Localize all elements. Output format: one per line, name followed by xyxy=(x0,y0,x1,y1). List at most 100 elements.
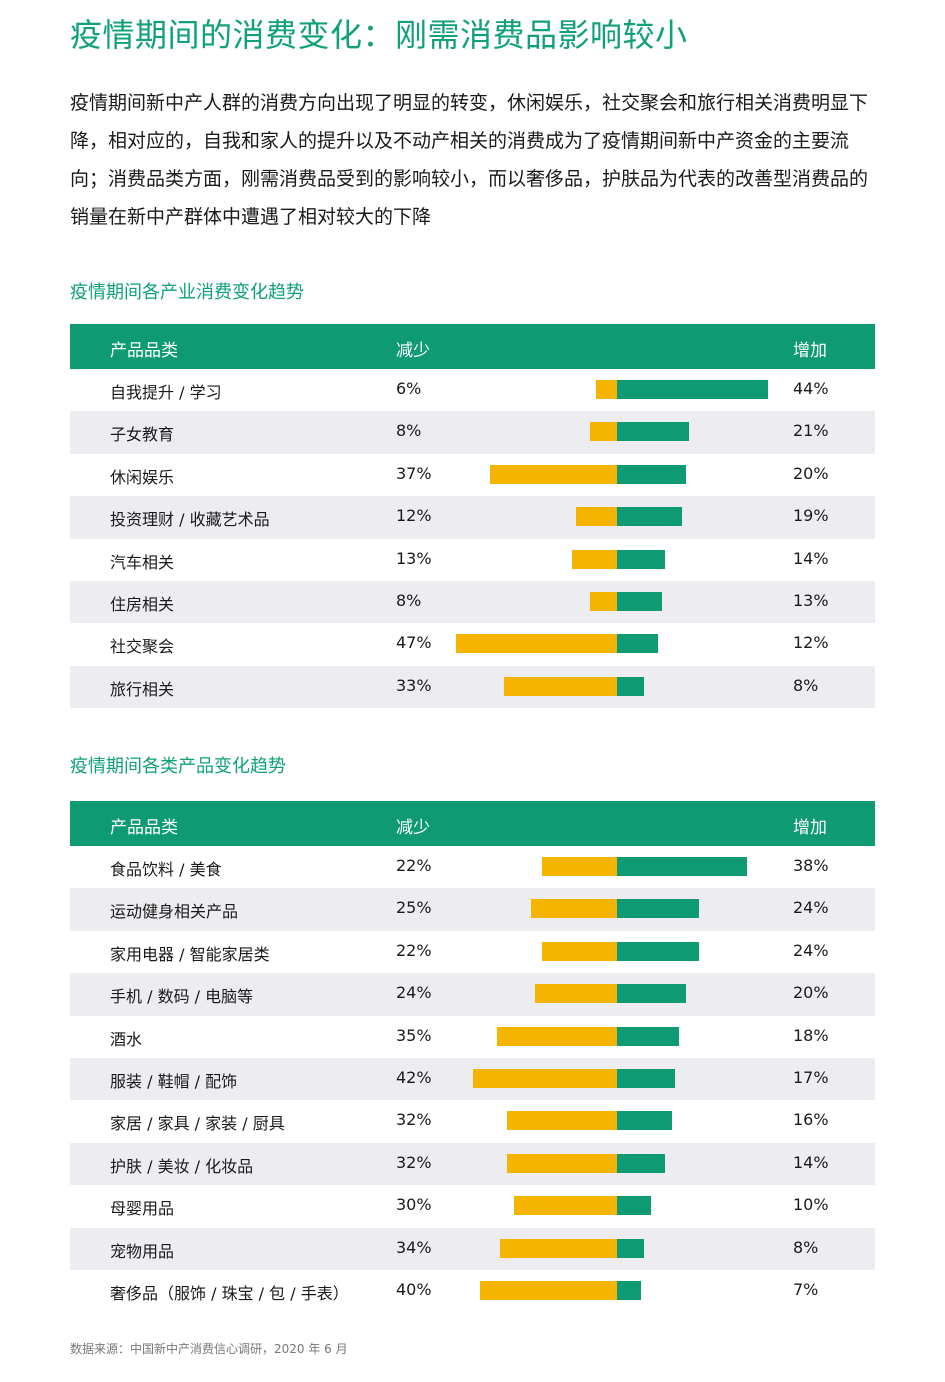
table-row: 自我提升 / 学习 6% 44% xyxy=(70,369,875,411)
increase-value-label: 24% xyxy=(793,898,829,918)
decrease-value-label: 47% xyxy=(396,633,432,653)
increase-bar xyxy=(617,1111,672,1131)
category-label: 手机 / 数码 / 电脑等 xyxy=(110,987,254,1007)
decrease-value-label: 42% xyxy=(396,1067,432,1087)
increase-value-label: 10% xyxy=(793,1195,829,1215)
decrease-bar xyxy=(541,941,617,961)
decrease-value-label: 32% xyxy=(396,1152,432,1172)
decrease-bar xyxy=(479,1280,617,1300)
category-label: 运动健身相关产品 xyxy=(110,902,239,922)
decrease-value-label: 6% xyxy=(396,379,422,398)
header-decrease: 减少 xyxy=(396,341,430,361)
category-label: 食品饮料 / 美食 xyxy=(110,860,222,879)
decrease-bar xyxy=(490,464,617,484)
increase-value-label: 38% xyxy=(793,856,829,875)
decrease-bar xyxy=(534,984,617,1004)
table-row: 酒水 35% 18% xyxy=(70,1016,875,1058)
decrease-bar xyxy=(507,1153,617,1173)
increase-value-label: 14% xyxy=(793,548,829,568)
increase-bar xyxy=(617,1196,652,1216)
decrease-bar xyxy=(472,1068,617,1088)
table-row: 护肤 / 美妆 / 化妆品 32% 14% xyxy=(70,1142,875,1186)
category-label: 宠物用品 xyxy=(110,1241,175,1261)
decrease-value-label: 30% xyxy=(396,1195,432,1215)
category-label: 社交聚会 xyxy=(110,637,175,657)
table-row: 手机 / 数码 / 电脑等 24% 20% xyxy=(70,973,875,1016)
category-label: 投资理财 / 收藏艺术品 xyxy=(110,510,270,530)
increase-bar xyxy=(617,1068,676,1088)
intro-paragraph: 疫情期间新中产人群的消费方向出现了明显的转变，休闲娱乐，社交聚会和旅行相关消费明… xyxy=(70,92,869,228)
table-row: 汽车相关 13% 14% xyxy=(70,539,875,581)
increase-bar xyxy=(617,857,748,876)
increase-value-label: 18% xyxy=(793,1025,829,1045)
increase-value-label: 7% xyxy=(793,1279,819,1299)
table-row: 投资理财 / 收藏艺术品 12% 19% xyxy=(70,496,875,539)
decrease-bar xyxy=(541,857,617,876)
increase-value-label: 21% xyxy=(793,421,829,441)
category-label: 家用电器 / 智能家居类 xyxy=(110,944,270,964)
header-decrease: 减少 xyxy=(396,818,430,838)
chart-1-title: 疫情期间各产业消费变化趋势 xyxy=(70,282,304,303)
category-label: 家居 / 家具 / 家装 / 厨具 xyxy=(110,1114,285,1134)
decrease-value-label: 24% xyxy=(396,983,432,1003)
decrease-bar xyxy=(589,591,617,611)
table-header: 产品品类 减少 增加 xyxy=(70,801,875,846)
table-row: 服装 / 鞋帽 / 配饰 42% 17% xyxy=(70,1057,875,1101)
header-increase: 增加 xyxy=(793,341,827,361)
table-row: 食品饮料 / 美食 22% 38% xyxy=(70,846,875,888)
increase-value-label: 8% xyxy=(793,1237,819,1257)
table-row: 休闲娱乐 37% 20% xyxy=(70,454,875,496)
chart-2-title: 疫情期间各类产品变化趋势 xyxy=(70,756,286,777)
increase-bar xyxy=(617,380,768,399)
increase-value-label: 8% xyxy=(793,675,819,695)
table-row: 宠物用品 34% 8% xyxy=(70,1227,875,1270)
category-label: 子女教育 xyxy=(110,425,175,445)
industry-change-chart: 产品品类 减少 增加 自我提升 / 学习 6% 44% 子女教育 8% 21% 休闲娱乐 37… xyxy=(70,324,875,709)
decrease-bar xyxy=(500,1238,617,1258)
decrease-value-label: 8% xyxy=(396,590,422,610)
decrease-value-label: 37% xyxy=(396,463,432,483)
table-header: 产品品类 减少 增加 xyxy=(70,324,875,369)
table-row: 家用电器 / 智能家居类 22% 24% xyxy=(70,931,875,973)
increase-bar xyxy=(617,634,659,654)
increase-bar xyxy=(617,984,686,1004)
category-label: 休闲娱乐 xyxy=(110,467,175,487)
category-label: 汽车相关 xyxy=(110,552,175,572)
increase-value-label: 16% xyxy=(793,1110,829,1130)
decrease-bar xyxy=(514,1196,617,1216)
increase-value-label: 12% xyxy=(793,633,829,653)
table-row: 旅行相关 33% 8% xyxy=(70,665,875,709)
table-row: 住房相关 8% 13% xyxy=(70,580,875,624)
table-row: 奢侈品（服饰 / 珠宝 / 包 / 手表） 40% 7% xyxy=(70,1270,875,1312)
decrease-value-label: 8% xyxy=(396,421,422,441)
page-title: 疫情期间的消费变化：刚需消费品影响较小 xyxy=(70,16,688,54)
decrease-value-label: 22% xyxy=(396,940,432,960)
increase-bar xyxy=(617,899,700,919)
increase-bar xyxy=(617,507,683,527)
increase-bar xyxy=(617,1153,666,1173)
table-row: 子女教育 8% 21% xyxy=(70,411,875,454)
increase-bar xyxy=(617,1280,641,1300)
chart-rows: 自我提升 / 学习 6% 44% 子女教育 8% 21% 休闲娱乐 37% 20% 投资理财 / … xyxy=(70,369,875,709)
increase-value-label: 20% xyxy=(793,983,829,1003)
data-source-note: 数据来源：中国新中产消费信心调研，2020 年 6 月 xyxy=(70,1342,348,1356)
decrease-value-label: 35% xyxy=(396,1025,432,1045)
increase-bar xyxy=(617,941,700,961)
increase-bar xyxy=(617,1238,645,1258)
decrease-bar xyxy=(575,507,617,527)
increase-bar xyxy=(617,422,690,442)
increase-bar xyxy=(617,676,645,696)
table-row: 家居 / 家具 / 家装 / 厨具 32% 16% xyxy=(70,1100,875,1142)
decrease-bar xyxy=(572,549,617,569)
decrease-value-label: 12% xyxy=(396,506,432,526)
header-increase: 增加 xyxy=(793,818,827,838)
decrease-value-label: 22% xyxy=(396,856,432,875)
decrease-value-label: 25% xyxy=(396,898,432,918)
decrease-value-label: 33% xyxy=(396,675,432,695)
category-label: 奢侈品（服饰 / 珠宝 / 包 / 手表） xyxy=(110,1283,349,1303)
category-label: 住房相关 xyxy=(110,594,175,614)
decrease-bar xyxy=(596,380,617,399)
table-row: 社交聚会 47% 12% xyxy=(70,623,875,665)
decrease-bar xyxy=(503,676,617,696)
decrease-bar xyxy=(496,1026,617,1046)
